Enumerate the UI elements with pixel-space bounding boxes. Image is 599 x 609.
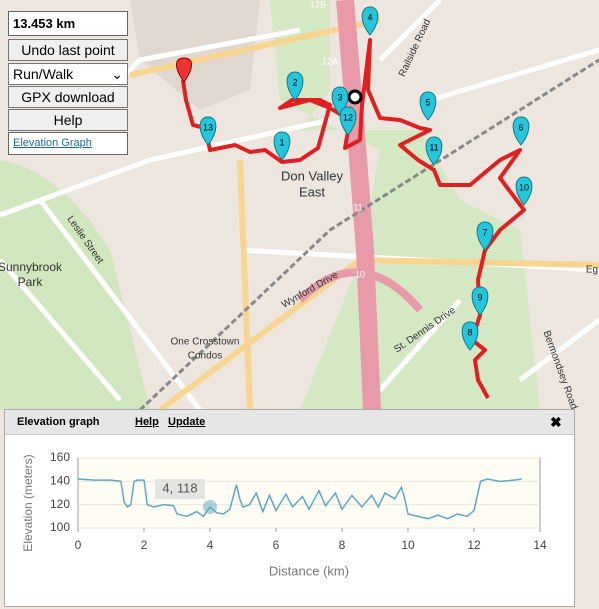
marker-pin bbox=[199, 116, 217, 146]
x-tick-label: 2 bbox=[141, 538, 148, 552]
map-label: Eg bbox=[586, 265, 598, 276]
x-axis-label: Distance (km) bbox=[269, 563, 349, 578]
elevation-link[interactable]: Elevation Graph bbox=[8, 132, 128, 155]
marker-number: 11 bbox=[429, 142, 438, 152]
map-label: Don Valley bbox=[281, 168, 343, 183]
panel-header: Elevation graph Help Update ✖ bbox=[5, 410, 574, 435]
help-button[interactable]: Help bbox=[8, 109, 128, 131]
map-label: 12A bbox=[322, 56, 338, 66]
x-tick-label: 8 bbox=[339, 538, 346, 552]
marker-number: 9 bbox=[477, 292, 482, 302]
park-area bbox=[0, 160, 150, 410]
dropdown-arrow: ⌄ bbox=[111, 66, 123, 82]
route-marker[interactable]: 12 bbox=[339, 106, 357, 136]
mode-select[interactable]: Run/Walk ⌄ bbox=[8, 63, 128, 85]
x-tick-label: 0 bbox=[75, 538, 82, 552]
route-marker[interactable]: 7 bbox=[476, 221, 494, 251]
marker-pin bbox=[461, 321, 479, 351]
map-label: 11 bbox=[353, 202, 362, 212]
y-tick-label: 120 bbox=[50, 497, 70, 511]
map-label: 12B bbox=[310, 0, 326, 9]
map-label: East bbox=[299, 184, 325, 199]
map-label: One Crosstown bbox=[171, 337, 240, 348]
marker-number: 6 bbox=[518, 122, 523, 132]
x-tick-label: 4 bbox=[207, 538, 214, 552]
route-marker[interactable]: 10 bbox=[515, 176, 533, 206]
marker-number: 7 bbox=[482, 227, 487, 237]
marker-number: 8 bbox=[467, 327, 472, 337]
block-area bbox=[130, 0, 260, 110]
map-label: Condos bbox=[188, 351, 222, 362]
y-axis-label: Elevation (meters) bbox=[21, 454, 35, 551]
start-pin[interactable] bbox=[176, 57, 192, 83]
mode-value: Run/Walk bbox=[13, 66, 74, 82]
route-marker[interactable]: 11 bbox=[425, 136, 443, 166]
marker-pin bbox=[476, 221, 494, 251]
route-marker[interactable]: 4 bbox=[361, 6, 379, 36]
y-tick-label: 160 bbox=[50, 450, 70, 464]
railway bbox=[138, 58, 599, 412]
elevation-chart: 100 120 140 160 0 2 4 6 8 10 12 14 Distance (km) Elev… bbox=[21, 450, 547, 578]
x-tick-label: 14 bbox=[533, 538, 547, 552]
route-marker[interactable]: 13 bbox=[199, 116, 217, 146]
undo-button[interactable]: Undo last point bbox=[8, 39, 128, 61]
marker-number: 12 bbox=[343, 112, 353, 122]
y-tick-label: 140 bbox=[50, 474, 70, 488]
marker-number: 10 bbox=[519, 182, 529, 192]
route-marker[interactable]: 2 bbox=[286, 71, 304, 101]
ramp bbox=[297, 268, 424, 313]
tooltip-box bbox=[155, 479, 205, 499]
map-label: Sunnybrook bbox=[0, 260, 63, 274]
marker-pin bbox=[419, 91, 437, 121]
panel-title: Elevation graph bbox=[17, 416, 100, 428]
route-marker[interactable]: 8 bbox=[461, 321, 479, 351]
x-tick-label: 10 bbox=[401, 538, 415, 552]
panel-close[interactable]: ✖ bbox=[550, 414, 562, 430]
distance-display: 13.453 km bbox=[8, 11, 128, 36]
marker-number: 4 bbox=[367, 12, 372, 22]
route-marker[interactable]: 5 bbox=[419, 91, 437, 121]
route-marker[interactable]: 9 bbox=[471, 286, 489, 316]
marker-pin bbox=[361, 6, 379, 36]
elevation-panel: Elevation graph Help Update ✖ 100 120 140 1… bbox=[4, 409, 575, 607]
route-marker[interactable]: 1 bbox=[273, 131, 291, 161]
marker-pin bbox=[515, 176, 533, 206]
marker-pin bbox=[339, 106, 357, 136]
map-label: Park bbox=[18, 275, 44, 289]
x-tick-label: 6 bbox=[273, 538, 280, 552]
current-point bbox=[347, 89, 363, 105]
x-tick-label: 12 bbox=[467, 538, 481, 552]
panel-update[interactable]: Update bbox=[168, 416, 206, 428]
gpx-button[interactable]: GPX download bbox=[8, 86, 128, 108]
map-label: 10 bbox=[355, 269, 365, 279]
marker-pin bbox=[425, 136, 443, 166]
marker-number: 3 bbox=[337, 92, 342, 102]
marker-number: 2 bbox=[292, 77, 297, 87]
plot-area bbox=[77, 457, 541, 529]
valley-area bbox=[270, 0, 540, 410]
panel-help[interactable]: Help bbox=[135, 416, 159, 428]
marker-number: 13 bbox=[203, 122, 213, 132]
tooltip-point bbox=[203, 500, 217, 514]
route-marker[interactable]: 6 bbox=[512, 116, 530, 146]
marker-pin bbox=[273, 131, 291, 161]
marker-number: 1 bbox=[279, 137, 284, 147]
marker-pin bbox=[512, 116, 530, 146]
y-tick-label: 100 bbox=[50, 520, 70, 534]
tooltip-label: 4, 118 bbox=[162, 480, 197, 495]
marker-pin bbox=[471, 286, 489, 316]
elevation-line bbox=[77, 478, 522, 520]
marker-pin bbox=[286, 71, 304, 101]
marker-number: 5 bbox=[425, 97, 430, 107]
highway bbox=[336, 0, 381, 411]
